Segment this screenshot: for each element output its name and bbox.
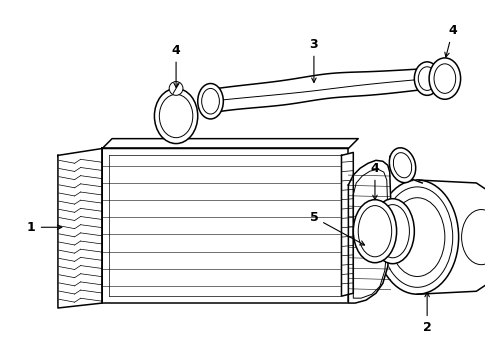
Text: 4: 4 bbox=[444, 24, 456, 57]
Text: 5: 5 bbox=[309, 211, 364, 245]
Ellipse shape bbox=[389, 198, 444, 276]
Ellipse shape bbox=[201, 89, 219, 114]
Ellipse shape bbox=[375, 204, 408, 258]
Polygon shape bbox=[347, 160, 390, 303]
Ellipse shape bbox=[197, 84, 223, 119]
Text: 2: 2 bbox=[422, 292, 430, 334]
Ellipse shape bbox=[169, 82, 183, 95]
Ellipse shape bbox=[417, 67, 435, 90]
Ellipse shape bbox=[388, 148, 415, 183]
Text: 1: 1 bbox=[27, 221, 61, 234]
Polygon shape bbox=[341, 152, 352, 296]
Text: 3: 3 bbox=[309, 38, 318, 82]
Polygon shape bbox=[58, 148, 102, 308]
Ellipse shape bbox=[392, 153, 411, 178]
Ellipse shape bbox=[352, 200, 396, 263]
Ellipse shape bbox=[413, 62, 439, 95]
Text: 4: 4 bbox=[370, 162, 379, 199]
Ellipse shape bbox=[159, 94, 192, 138]
Polygon shape bbox=[102, 139, 358, 148]
Polygon shape bbox=[416, 180, 488, 294]
Polygon shape bbox=[102, 148, 347, 303]
Polygon shape bbox=[210, 69, 426, 113]
Ellipse shape bbox=[370, 199, 413, 264]
Ellipse shape bbox=[461, 210, 488, 265]
Polygon shape bbox=[389, 156, 421, 183]
Ellipse shape bbox=[381, 187, 452, 287]
Text: 4: 4 bbox=[171, 44, 180, 87]
Ellipse shape bbox=[154, 89, 197, 144]
Ellipse shape bbox=[428, 58, 460, 99]
Ellipse shape bbox=[375, 180, 458, 294]
Ellipse shape bbox=[358, 206, 391, 257]
Ellipse shape bbox=[433, 64, 455, 93]
